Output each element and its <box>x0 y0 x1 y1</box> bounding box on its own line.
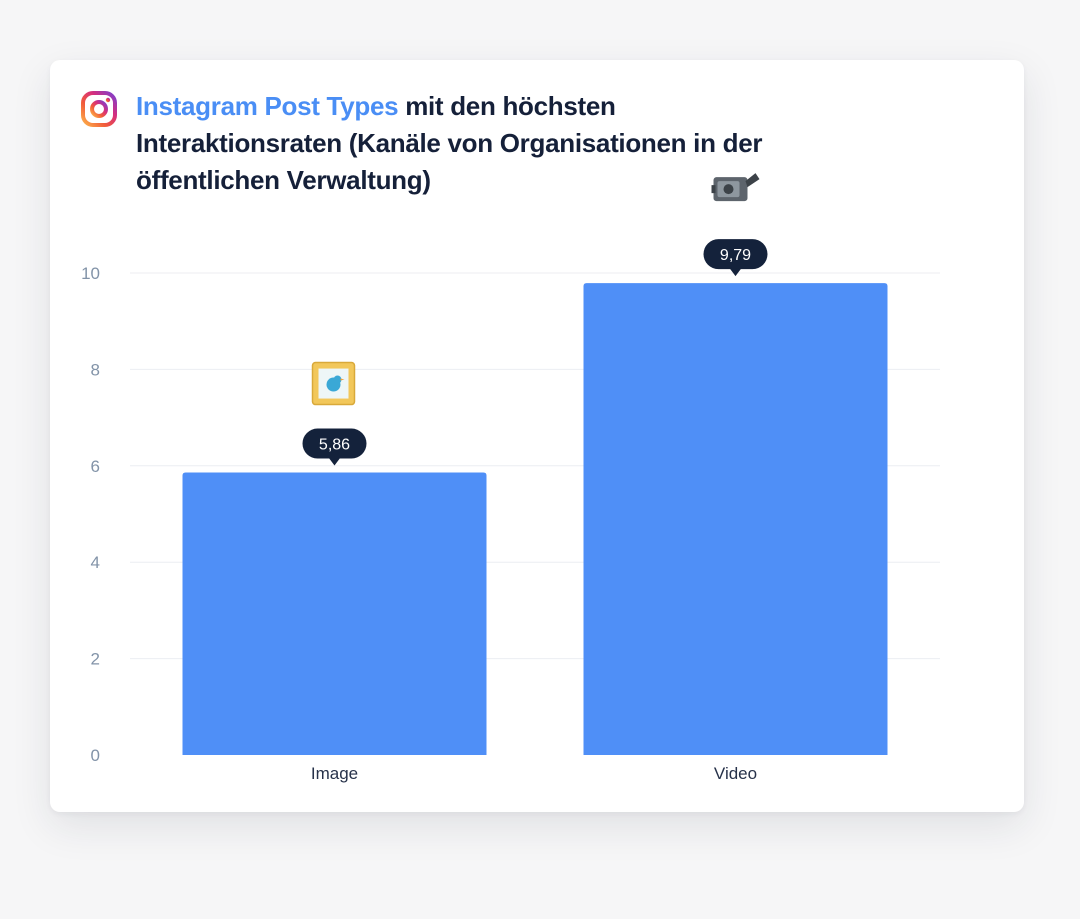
value-label: 9,79 <box>720 247 751 264</box>
video-camera-icon <box>711 173 760 202</box>
x-tick-label: Video <box>714 764 757 783</box>
instagram-icon <box>81 91 117 127</box>
y-tick-label: 0 <box>91 746 100 765</box>
chart-title-highlight: Instagram Post Types <box>136 91 399 121</box>
chart-header: Instagram Post Types mit den höchsten In… <box>80 88 780 199</box>
bar-image <box>182 472 487 755</box>
y-tick-label: 4 <box>91 553 100 572</box>
y-tick-label: 8 <box>91 360 100 379</box>
y-tick-label: 2 <box>91 650 100 669</box>
value-label-pointer <box>729 268 742 277</box>
x-tick-label: Image <box>311 764 358 783</box>
value-label: 5,86 <box>319 437 350 454</box>
chart-title: Instagram Post Types mit den höchsten In… <box>136 88 780 199</box>
y-tick-label: 10 <box>81 264 100 283</box>
value-label-bubble <box>302 428 367 459</box>
chart-title-rest: mit den höchsten Interaktionsraten (Kanä… <box>136 91 763 195</box>
framed-picture-icon <box>311 361 356 406</box>
value-label-bubble <box>703 239 768 270</box>
y-tick-label: 6 <box>91 457 100 476</box>
value-label-pointer <box>328 457 341 466</box>
bar-video <box>583 283 888 755</box>
